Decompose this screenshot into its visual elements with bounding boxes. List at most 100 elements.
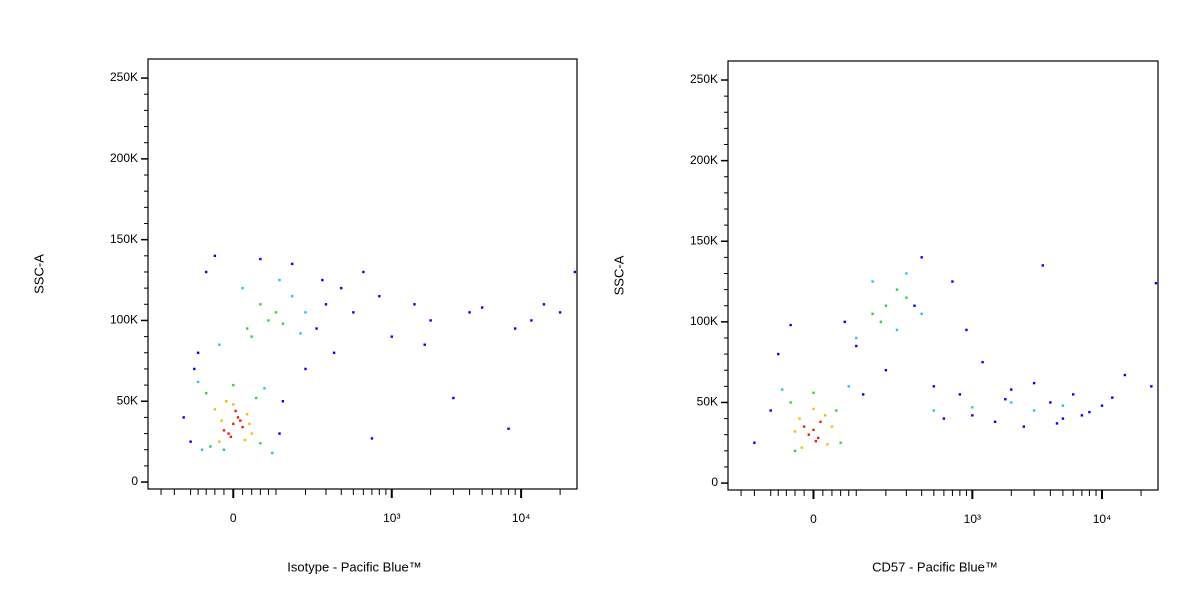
data-point (1032, 381, 1036, 385)
data-point (241, 425, 244, 429)
data-point (259, 257, 262, 261)
data-point (213, 254, 217, 258)
data-point (905, 296, 908, 299)
data-point (1022, 425, 1026, 428)
data-point (234, 409, 237, 413)
x-tick-label: 10⁴ (1093, 512, 1112, 526)
data-point (254, 396, 258, 400)
data-point (468, 311, 471, 314)
data-point (278, 432, 281, 435)
x-axis-label: CD57 - Pacific Blue™ (872, 559, 998, 574)
data-point (871, 312, 874, 315)
data-point (278, 278, 281, 282)
plot-frame (727, 60, 1159, 491)
data-point (884, 369, 888, 372)
data-point (227, 432, 230, 435)
data-point (839, 441, 842, 444)
data-point (189, 440, 192, 443)
data-point (812, 407, 815, 411)
data-point (281, 400, 285, 403)
y-tick-label: 50K (697, 395, 718, 409)
data-point (781, 388, 784, 391)
data-point (271, 451, 274, 455)
x-axis-label: Isotype - Pacific Blue™ (287, 559, 421, 574)
data-point (835, 409, 838, 412)
data-point (274, 311, 278, 314)
data-point (246, 327, 249, 330)
data-point (884, 304, 888, 307)
x-tick-label: 10³ (383, 511, 400, 525)
data-point (1055, 422, 1059, 425)
data-point (798, 417, 801, 420)
data-point (951, 280, 954, 283)
data-point (225, 400, 228, 403)
data-point (920, 256, 923, 259)
y-tick-label: 250K (110, 70, 138, 84)
data-point (895, 328, 899, 332)
data-point (1041, 264, 1045, 267)
data-point (981, 360, 984, 364)
data-point (243, 438, 247, 442)
x-tick-label: 10³ (964, 512, 981, 526)
data-point (812, 391, 815, 394)
data-point (452, 396, 455, 400)
data-point (905, 272, 908, 275)
data-point (823, 414, 827, 417)
data-point (232, 422, 235, 426)
data-point (259, 442, 262, 445)
data-point (777, 352, 780, 356)
y-tick-label: 0 (711, 475, 718, 489)
data-point (1080, 414, 1084, 417)
data-point (213, 408, 217, 411)
data-point (807, 433, 810, 436)
data-point (222, 429, 226, 432)
data-point (232, 383, 235, 387)
data-point (267, 319, 270, 322)
data-point (362, 270, 365, 274)
data-point (971, 414, 974, 417)
data-point (423, 343, 426, 346)
data-point (218, 440, 221, 443)
data-point (291, 295, 294, 298)
data-point (196, 380, 200, 384)
data-point (800, 446, 804, 449)
y-tick-label: 150K (110, 232, 138, 246)
data-point (429, 319, 432, 322)
data-point (229, 435, 233, 439)
data-point (370, 437, 374, 440)
data-point (241, 286, 244, 290)
data-point (1032, 409, 1036, 412)
data-point (971, 406, 974, 409)
data-point (793, 430, 797, 433)
data-point (1154, 281, 1158, 285)
y-tick-label: 0 (131, 474, 138, 488)
data-point (861, 393, 865, 396)
data-point (222, 448, 226, 451)
data-point (218, 343, 221, 346)
y-tick-label: 250K (690, 72, 718, 86)
data-point (248, 422, 251, 426)
data-point (879, 320, 883, 324)
data-point (1049, 401, 1052, 404)
data-point (1123, 373, 1127, 377)
data-point (239, 419, 242, 422)
data-point (324, 303, 328, 306)
data-point (542, 303, 546, 306)
data-point (220, 419, 223, 422)
data-point (304, 367, 307, 371)
data-point (1004, 398, 1007, 401)
x-tick-label: 0 (230, 511, 237, 525)
data-point (321, 278, 324, 282)
data-point (513, 327, 517, 330)
data-point (507, 427, 510, 430)
data-point (390, 335, 393, 338)
data-point (250, 335, 253, 338)
data-point (913, 304, 916, 307)
data-point (332, 351, 336, 354)
data-point (209, 445, 212, 448)
data-point (193, 367, 196, 371)
data-point (942, 417, 946, 420)
data-point (413, 303, 416, 306)
data-point (236, 416, 240, 419)
